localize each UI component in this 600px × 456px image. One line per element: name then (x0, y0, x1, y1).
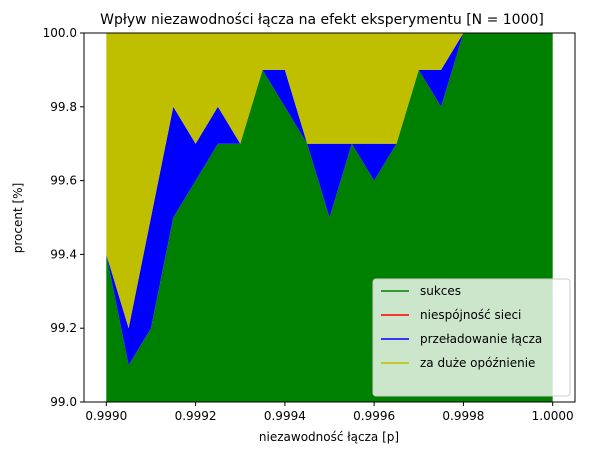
x-axis-label: niezawodność łącza [p] (259, 430, 399, 444)
legend: sukces niespójność sieci przeładowanie ł… (372, 278, 571, 397)
x-tick-label: 0.9996 (353, 409, 395, 423)
y-axis-ticks: 99.0 99.2 99.4 99.6 99.8 100.0 (43, 26, 84, 409)
y-tick-label: 99.4 (50, 247, 77, 261)
chart-title: Wpływ niezawodności łącza na efekt ekspe… (100, 12, 544, 28)
y-tick-label: 99.2 (50, 321, 77, 335)
legend-label-przeladowanie-lacza: przeładowanie łącza (420, 332, 542, 346)
legend-box (372, 278, 571, 397)
y-tick-label: 99.6 (50, 174, 77, 188)
area-series-2 (106, 33, 553, 366)
x-tick-label: 0.9998 (442, 409, 484, 423)
legend-label-niespojnosc-sieci: niespójność sieci (420, 308, 521, 322)
legend-label-za-duze-opoznienie: za duże opóźnienie (420, 356, 535, 370)
y-tick-label: 99.0 (50, 395, 77, 409)
plot-frame (83, 32, 576, 403)
area-series-3 (106, 33, 553, 329)
x-axis-ticks: 0.9990 0.9992 0.9994 0.9996 0.9998 1.0000 (85, 402, 574, 423)
y-axis-label: procent [%] (11, 183, 25, 254)
x-tick-label: 0.9992 (175, 409, 217, 423)
legend-label-sukces: sukces (420, 284, 461, 298)
x-tick-label: 1.0000 (532, 409, 574, 423)
y-tick-label: 100.0 (43, 26, 77, 40)
x-tick-label: 0.9990 (85, 409, 127, 423)
y-tick-label: 99.8 (50, 100, 77, 114)
x-tick-label: 0.9994 (264, 409, 306, 423)
